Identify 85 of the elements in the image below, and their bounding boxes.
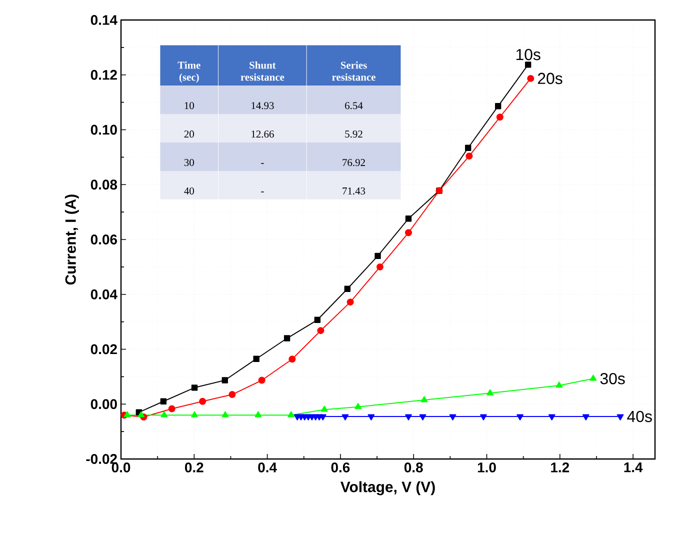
- point: [590, 374, 597, 381]
- point: [253, 356, 260, 362]
- point: [405, 216, 412, 222]
- y-axis-title: Current, I (A): [64, 194, 79, 285]
- annotation: 20: [184, 130, 194, 138]
- annotation: Series resistance: [332, 61, 376, 81]
- point: [527, 74, 534, 82]
- series-label: 30s: [600, 372, 625, 384]
- x-tick-label: 0.8: [404, 462, 423, 472]
- x-tick-label: 0.0: [112, 462, 130, 472]
- annotation: 5.92: [345, 130, 362, 138]
- x-tick-label: 0.6: [331, 462, 350, 472]
- point: [466, 152, 473, 160]
- point: [288, 356, 296, 363]
- point: [344, 286, 350, 292]
- point: [138, 411, 145, 418]
- point: [376, 263, 384, 270]
- point: [405, 414, 412, 420]
- y-tick-label: 0.06: [90, 234, 117, 244]
- point: [516, 414, 524, 420]
- x-tick-label: 0.2: [185, 462, 204, 472]
- series-label: 20s: [538, 72, 562, 84]
- point: [404, 229, 412, 236]
- point: [160, 411, 168, 418]
- point: [480, 414, 487, 420]
- y-tick-label: 0.10: [90, 124, 117, 135]
- point: [616, 414, 624, 420]
- point: [419, 414, 426, 420]
- x-tick-label: 1.0: [478, 462, 496, 472]
- point: [317, 327, 324, 334]
- point: [320, 406, 328, 412]
- point: [160, 398, 167, 404]
- point: [496, 114, 504, 121]
- point: [449, 414, 456, 420]
- x-tick-label: 1.2: [551, 462, 570, 472]
- y-tick-label: -0.02: [86, 454, 117, 464]
- point: [258, 376, 266, 384]
- y-tick-label: 0.02: [90, 344, 117, 354]
- annotation: 30: [184, 158, 194, 166]
- point: [495, 103, 502, 110]
- point: [374, 252, 381, 260]
- annotation: 6.54: [345, 102, 363, 110]
- x-tick-label: 0.4: [258, 462, 277, 472]
- point: [314, 316, 321, 323]
- point: [486, 389, 494, 396]
- series-label: 10s: [516, 48, 540, 60]
- point: [368, 414, 375, 420]
- point: [342, 414, 349, 420]
- point: [288, 411, 295, 418]
- y-tick-label: 0.12: [90, 70, 117, 80]
- point: [524, 62, 532, 68]
- annotation: 12.66: [252, 130, 274, 138]
- point: [346, 298, 354, 306]
- x-axis-title: Voltage, V (V): [340, 481, 435, 496]
- annotation: 40: [184, 187, 194, 195]
- y-tick-label: 0.08: [90, 180, 118, 190]
- point: [168, 405, 176, 412]
- point: [228, 391, 236, 398]
- y-tick-label: 0.00: [90, 399, 117, 410]
- point: [254, 411, 262, 418]
- point: [319, 414, 326, 420]
- point: [582, 414, 590, 420]
- annotation: Shunt resistance: [240, 61, 284, 81]
- point: [222, 411, 229, 418]
- point: [556, 382, 563, 388]
- point: [548, 414, 556, 420]
- annotation: -: [261, 163, 264, 164]
- point: [191, 384, 198, 391]
- annotation: 76.92: [342, 159, 365, 166]
- point: [354, 402, 362, 410]
- y-tick-label: 0.14: [90, 15, 118, 25]
- point: [199, 398, 206, 405]
- annotation: 14.93: [252, 102, 274, 110]
- x-tick-label: 1.4: [624, 462, 643, 472]
- annotation: 10: [184, 102, 194, 110]
- series-label: 40s: [627, 410, 652, 422]
- annotation: Time (sec): [178, 61, 200, 83]
- point: [124, 411, 131, 418]
- point: [420, 396, 428, 402]
- point: [465, 144, 472, 151]
- point: [191, 411, 198, 418]
- point: [284, 335, 290, 342]
- annotation: 71.43: [342, 187, 366, 195]
- point: [222, 377, 228, 384]
- y-tick-label: 0.04: [90, 289, 118, 300]
